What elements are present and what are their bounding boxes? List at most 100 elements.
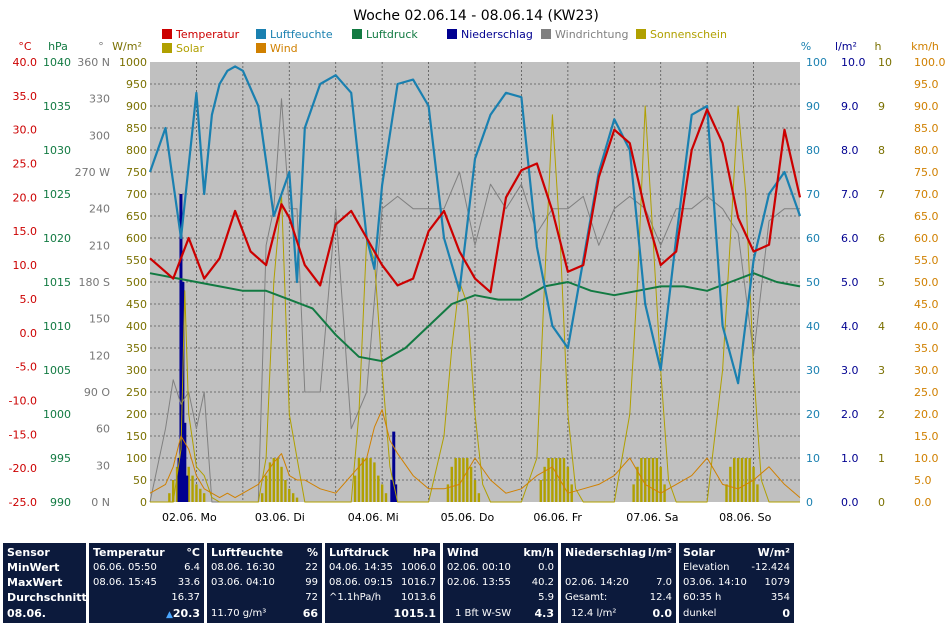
axis-tick-rain: 8.0 xyxy=(841,144,859,157)
sunshine-bar xyxy=(640,458,643,502)
axis-tick-sun: 0 xyxy=(878,496,885,509)
x-label: 05.06. Do xyxy=(441,511,495,524)
axis-tick-wind: 25.0 xyxy=(914,386,939,399)
legend-swatch xyxy=(256,29,266,39)
unit-sun: h xyxy=(875,40,882,53)
chart-series xyxy=(148,65,802,503)
axis-tick-dir: 360 N xyxy=(77,56,110,69)
axis-tick-dir: 210 xyxy=(89,239,110,252)
rain-bar xyxy=(181,282,185,502)
axis-tick-temp: 0.0 xyxy=(20,327,38,340)
sunshine-bar xyxy=(361,458,364,502)
sunshine-bar xyxy=(295,497,299,502)
hum-min-value: 22 xyxy=(305,562,318,573)
sunshine-bar xyxy=(469,466,473,502)
axis-tick-wind: 85.0 xyxy=(914,122,939,135)
press-min-value: 1006.0 xyxy=(401,562,436,573)
sunshine-bar xyxy=(733,458,736,502)
x-axis-labels: 02.06. Mo 03.06. Di 04.06. Mi 05.06. Do 06.0… xyxy=(162,511,772,524)
rain-sum-label: Gesamt: xyxy=(565,592,608,603)
legend-label: Solar xyxy=(176,42,205,55)
pressure-section: Luftdruck hPa 04.06. 14:35 1006.0 08.06. 0… xyxy=(325,543,440,623)
legend-swatch xyxy=(162,29,172,39)
sunshine-bar xyxy=(473,480,477,502)
axis-tick-hum: 10 xyxy=(806,452,820,465)
sunshine-bar xyxy=(365,458,368,502)
temp-min-value: 6.4 xyxy=(184,562,200,573)
axis-tick-wind: 65.0 xyxy=(914,210,939,223)
axis-tick-solar: 300 xyxy=(126,364,147,377)
rain-unit: l/m² xyxy=(647,546,672,559)
grid-lines xyxy=(150,62,800,502)
hum-unit: % xyxy=(306,546,318,559)
sensor-header: Sensor xyxy=(7,546,50,559)
axis-tick-temp: 10.0 xyxy=(13,259,38,272)
sunshine-bar xyxy=(748,458,751,502)
rain-bar xyxy=(185,475,189,502)
press-header: Luftdruck xyxy=(329,546,389,559)
press-trend: ^1.1hPa/h xyxy=(329,592,382,603)
hum-min-time: 08.06. 16:30 xyxy=(211,562,275,573)
axis-tick-temp: 20.0 xyxy=(13,191,38,204)
x-label: 02.06. Mo xyxy=(162,511,217,524)
axis-tick-wind: 30.0 xyxy=(914,364,939,377)
axis-tick-rain: 1.0 xyxy=(841,452,859,465)
axis-tick-solar: 650 xyxy=(126,210,147,223)
axis-tick-press: 990 xyxy=(50,496,71,509)
sunshine-bar xyxy=(377,475,380,502)
legend-swatch xyxy=(352,29,362,39)
axis-tick-hum: 80 xyxy=(806,144,820,157)
temp-max-time: 08.06. 15:45 xyxy=(93,577,157,588)
series-luftdruck xyxy=(149,272,801,363)
axis-tick-press: 1025 xyxy=(43,188,71,201)
sunshine-bar xyxy=(202,493,206,502)
wind-unit: km/h xyxy=(523,546,554,559)
solar-header: Solar xyxy=(683,546,716,559)
axis-tick-hum: 20 xyxy=(806,408,820,421)
axis-tick-dir: 150 xyxy=(89,313,110,326)
sunshine-bar xyxy=(288,488,291,502)
axis-tick-rain: 10.0 xyxy=(841,56,866,69)
sunshine-bar xyxy=(268,462,272,502)
sunshine-bar xyxy=(446,484,450,502)
axis-tick-rain: 6.0 xyxy=(841,232,859,245)
wind-current-value: 4.3 xyxy=(534,607,555,620)
sunshine-bar xyxy=(547,458,550,502)
press-avg-value: 1013.6 xyxy=(401,592,436,603)
axis-tick-wind: 15.0 xyxy=(914,430,939,443)
x-label: 03.06. Di xyxy=(255,511,305,524)
axis-tick-wind: 5.0 xyxy=(914,474,932,487)
sunshine-bar xyxy=(276,458,279,502)
temp-avg-value: 16.37 xyxy=(171,592,200,603)
solar-section: Solar W/m² Elevation -12.424 03.06. 14:10 1… xyxy=(679,543,794,623)
axis-tick-solar: 450 xyxy=(126,298,147,311)
wind-min-time: 02.06. 00:10 xyxy=(447,562,511,573)
legend-label: Luftdruck xyxy=(366,28,418,41)
axis-tick-solar: 550 xyxy=(126,254,147,267)
axis-tick-sun: 6 xyxy=(878,232,885,245)
hum-current-value: 66 xyxy=(302,607,318,620)
sunshine-bar xyxy=(752,466,755,502)
axis-tick-press: 1030 xyxy=(43,144,71,157)
sunshine-bar xyxy=(191,475,194,502)
axis-tick-dir: 270 W xyxy=(75,166,110,179)
legend-swatch xyxy=(256,43,266,53)
solar-current-value: 0 xyxy=(782,607,790,620)
axis-tick-sun: 10 xyxy=(878,56,892,69)
hum-absolute: 11.70 g/m³ xyxy=(211,608,267,619)
x-label: 07.06. Sa xyxy=(626,511,678,524)
axis-tick-temp: 30.0 xyxy=(13,124,38,137)
rain-current-value: 0.0 xyxy=(652,607,673,620)
axis-tick-wind: 10.0 xyxy=(914,452,939,465)
sunshine-bar xyxy=(264,475,268,502)
sunshine-bar xyxy=(172,480,175,502)
axis-tick-solar: 600 xyxy=(126,232,147,245)
sunshine-bar xyxy=(199,488,202,502)
sunshine-bar xyxy=(272,458,276,502)
rain-bar xyxy=(183,422,187,502)
axis-tick-sun: 8 xyxy=(878,144,885,157)
rain-header: Niederschlag xyxy=(565,546,647,559)
axis-tick-hum: 100 xyxy=(806,56,827,69)
axis-tick-solar: 350 xyxy=(126,342,147,355)
axis-tick-wind: 45.0 xyxy=(914,298,939,311)
